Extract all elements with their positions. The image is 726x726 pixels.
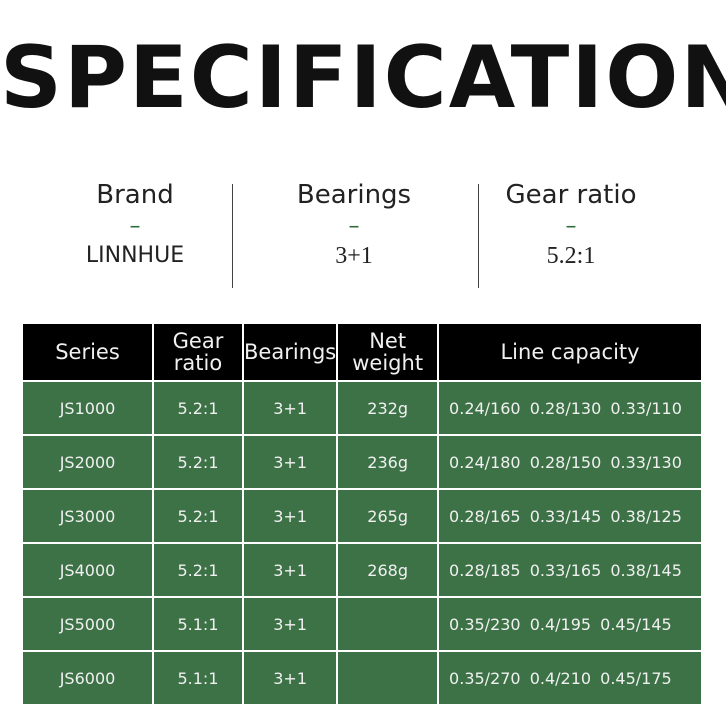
table-cell: JS4000 bbox=[21, 542, 154, 598]
table-cell: JS3000 bbox=[21, 488, 154, 544]
spec-label: Brand bbox=[96, 180, 174, 210]
table-cell: JS1000 bbox=[21, 380, 154, 436]
spec-gear-ratio: Gear ratio – 5.2:1 bbox=[448, 180, 694, 270]
spec-brand: Brand – LINNHUE bbox=[12, 180, 258, 268]
table-cell: 0.28/165 0.33/145 0.38/125 bbox=[437, 488, 703, 544]
table-cell: 5.1:1 bbox=[152, 596, 244, 652]
table-cell: 3+1 bbox=[241, 434, 339, 490]
table-cell: 0.24/160 0.28/130 0.33/110 bbox=[437, 380, 703, 436]
table-cell: 0.28/185 0.33/165 0.38/145 bbox=[437, 542, 703, 598]
table-cell: 236g bbox=[336, 434, 440, 490]
spec-label: Bearings bbox=[296, 180, 412, 210]
column-header: Bearings bbox=[241, 322, 339, 382]
column-header: Series bbox=[21, 322, 154, 382]
table-cell: 5.2:1 bbox=[152, 380, 244, 436]
table-cell: 0.24/180 0.28/150 0.33/130 bbox=[437, 434, 703, 490]
spec-label: Gear ratio bbox=[505, 180, 637, 210]
divider bbox=[478, 184, 479, 288]
table-cell: 265g bbox=[336, 488, 440, 544]
spec-value: LINNHUE bbox=[85, 243, 185, 268]
table-cell: 5.2:1 bbox=[152, 542, 244, 598]
table-cell: 232g bbox=[336, 380, 440, 436]
table-row: JS6000 5.1:1 3+1 0.35/270 0.4/210 0.45/175 bbox=[21, 650, 703, 706]
table-cell: JS2000 bbox=[21, 434, 154, 490]
spec-bearings: Bearings – 3+1 bbox=[231, 180, 477, 270]
table-cell: 3+1 bbox=[241, 542, 339, 598]
table-cell: 3+1 bbox=[241, 650, 339, 706]
table-cell: 0.35/270 0.4/210 0.45/175 bbox=[437, 650, 703, 706]
table-row: JS1000 5.2:1 3+1 232g 0.24/160 0.28/130 0.33… bbox=[21, 380, 703, 436]
table-cell: JS5000 bbox=[21, 596, 154, 652]
spec-value: 3+1 bbox=[335, 243, 373, 269]
divider bbox=[232, 184, 233, 288]
spec-dash: – bbox=[129, 214, 141, 239]
table-cell bbox=[336, 596, 440, 652]
table-row: JS3000 5.2:1 3+1 265g 0.28/165 0.33/145 0.38… bbox=[21, 488, 703, 544]
table-row: JS2000 5.2:1 3+1 236g 0.24/180 0.28/150 0.33… bbox=[21, 434, 703, 490]
spec-value: 5.2:1 bbox=[546, 243, 596, 269]
table-cell: 5.1:1 bbox=[152, 650, 244, 706]
table-cell: 3+1 bbox=[241, 380, 339, 436]
spec-dash: – bbox=[565, 214, 577, 239]
table-cell: 0.35/230 0.4/195 0.45/145 bbox=[437, 596, 703, 652]
column-header: Net weight bbox=[336, 322, 440, 382]
table-cell: 5.2:1 bbox=[152, 488, 244, 544]
table-cell: 5.2:1 bbox=[152, 434, 244, 490]
spec-dash: – bbox=[348, 214, 360, 239]
table-cell bbox=[336, 650, 440, 706]
table-row: JS4000 5.2:1 3+1 268g 0.28/185 0.33/165 0.38… bbox=[21, 542, 703, 598]
page-title: SPECIFICATION bbox=[0, 28, 726, 128]
table-row: JS5000 5.1:1 3+1 0.35/230 0.4/195 0.45/145 bbox=[21, 596, 703, 652]
spec-table: Series Gear ratio Bearings Net weight Line c… bbox=[21, 322, 703, 706]
column-header: Gear ratio bbox=[152, 322, 244, 382]
table-cell: 3+1 bbox=[241, 596, 339, 652]
table-cell: 268g bbox=[336, 542, 440, 598]
table-cell: JS6000 bbox=[21, 650, 154, 706]
column-header: Line capacity bbox=[437, 322, 703, 382]
table-cell: 3+1 bbox=[241, 488, 339, 544]
